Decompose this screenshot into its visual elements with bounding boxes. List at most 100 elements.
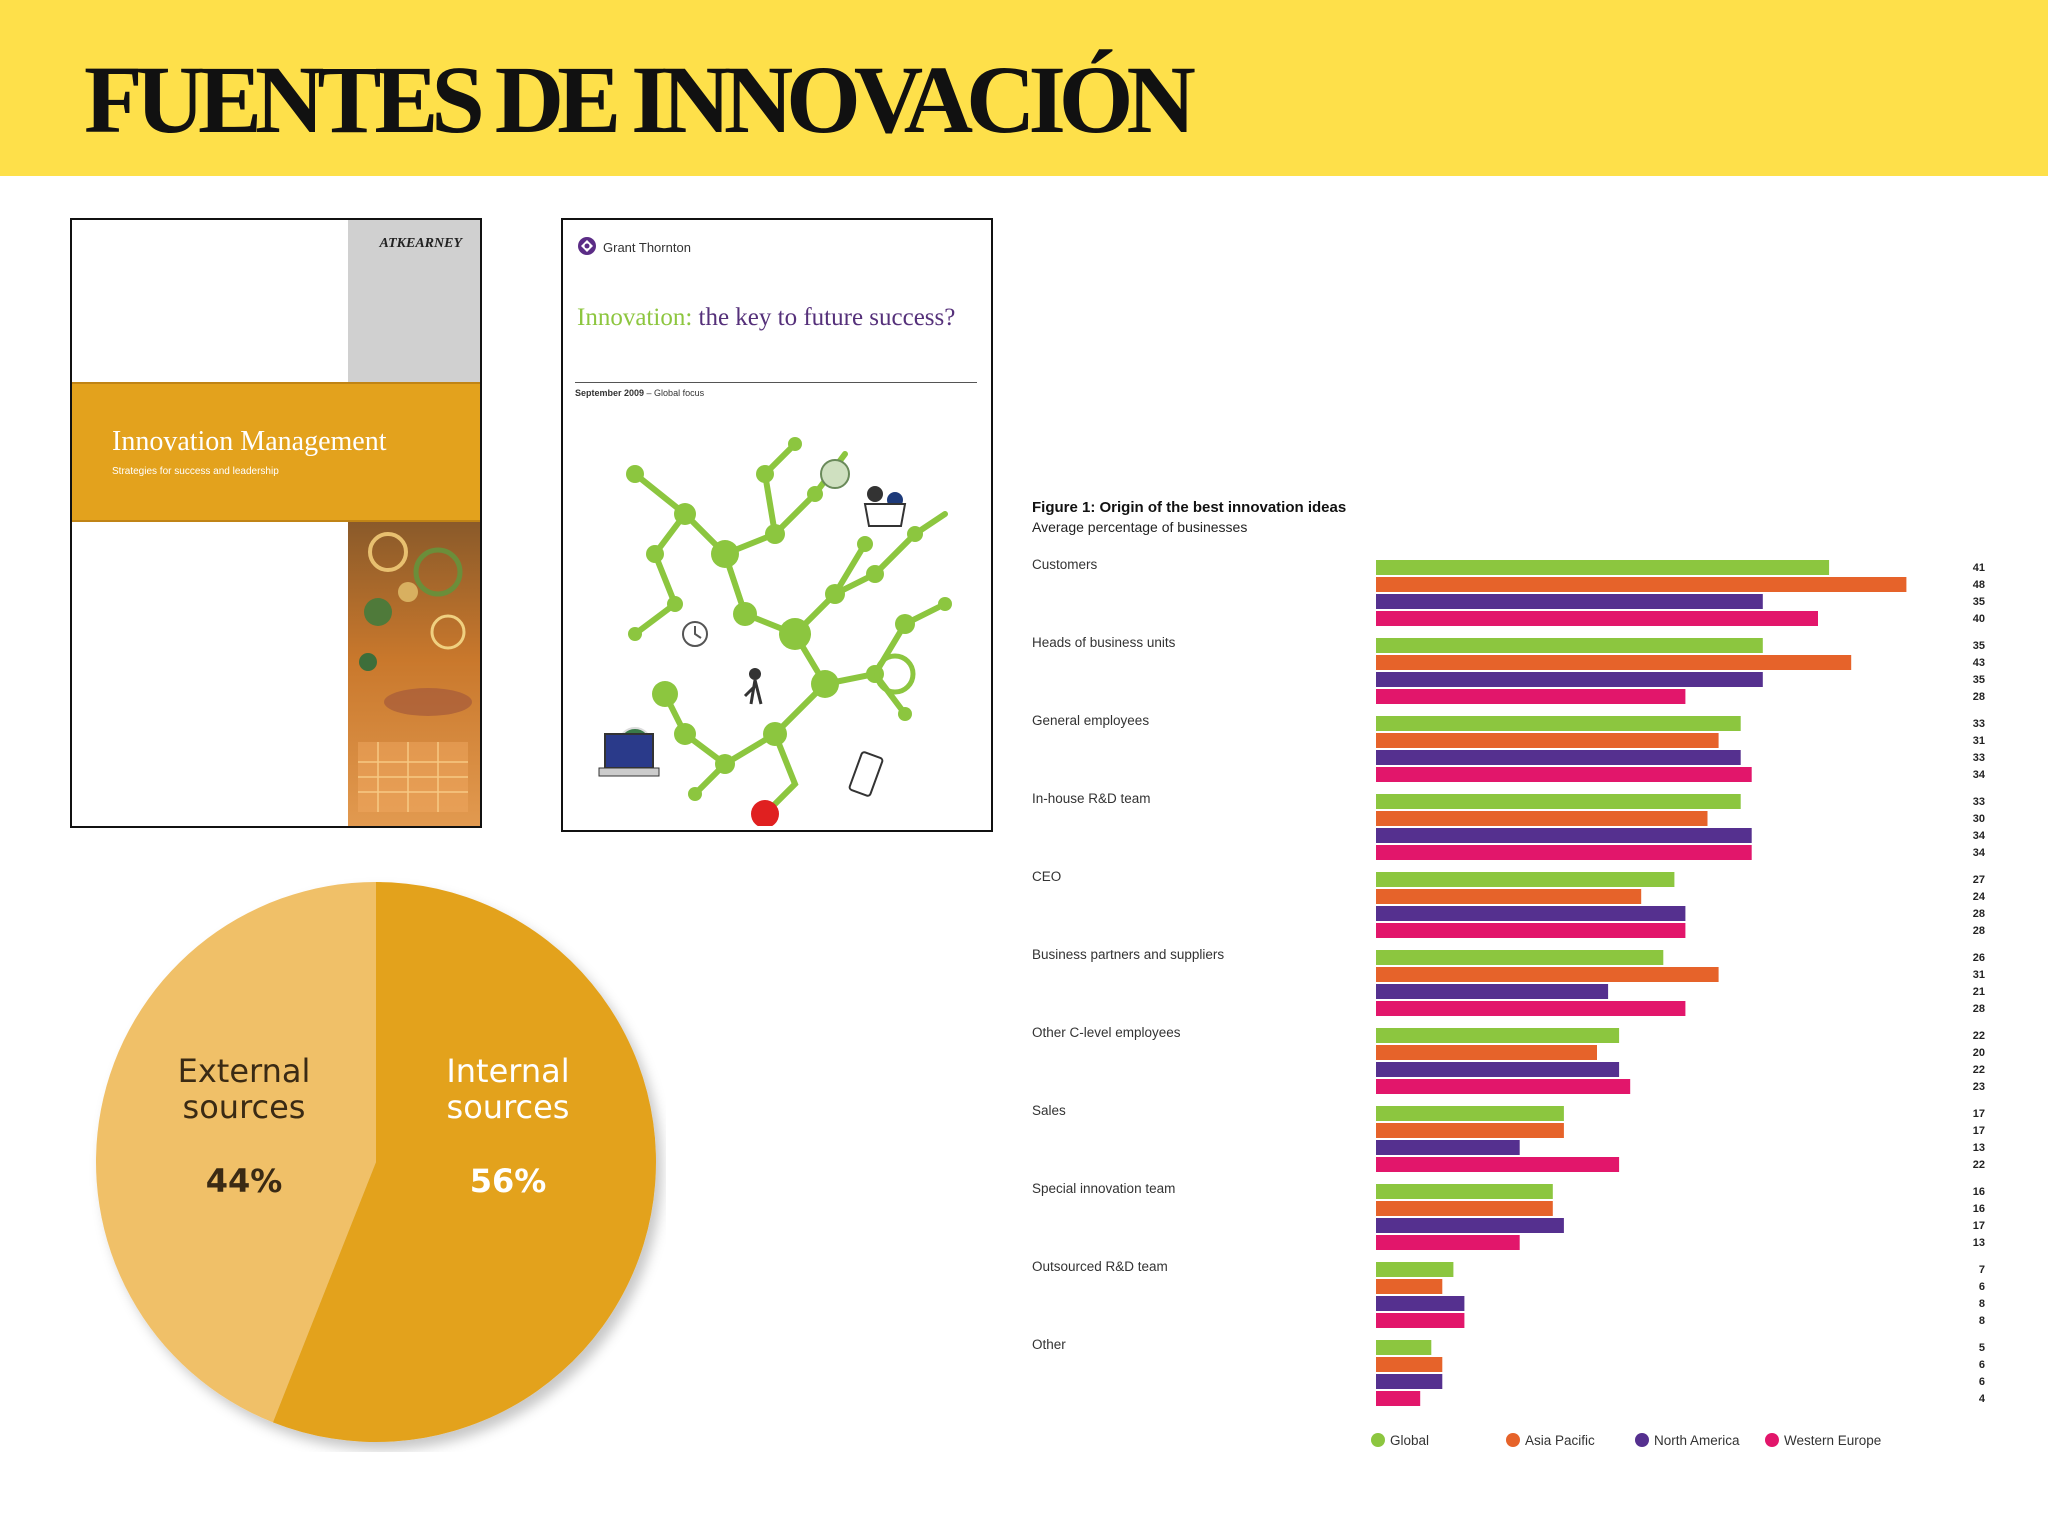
bar-other-c-level-employees-asia-pacific: [1376, 1045, 1597, 1060]
bar-special-innovation-team-asia-pacific: [1376, 1201, 1553, 1216]
atkearney-report-cover: ATKEARNEY Innovation Management Strategi…: [70, 218, 482, 828]
legend-label-western-europe: Western Europe: [1784, 1433, 1881, 1448]
value-label-in-house-randd-team-north-america: 34: [1973, 830, 1986, 842]
bar-in-house-randd-team-north-america: [1376, 828, 1752, 843]
bar-ceo-north-america: [1376, 906, 1686, 921]
pie-value-internal-sources: 56%: [470, 1162, 547, 1200]
value-label-special-innovation-team-global: 16: [1973, 1186, 1985, 1198]
cover-date-bold: September 2009: [575, 388, 645, 398]
value-label-other-western-europe: 4: [1979, 1393, 1986, 1405]
value-label-ceo-north-america: 28: [1973, 908, 1985, 920]
bar-other-western-europe: [1376, 1391, 1421, 1406]
cover-title: Innovation: the key to future success?: [577, 304, 955, 332]
bar-special-innovation-team-global: [1376, 1184, 1553, 1199]
value-label-heads-of-business-units-global: 35: [1973, 640, 1985, 652]
value-label-ceo-western-europe: 28: [1973, 925, 1985, 937]
value-label-heads-of-business-units-north-america: 35: [1973, 674, 1985, 686]
value-label-general-employees-asia-pacific: 31: [1973, 735, 1985, 747]
chart-title: Figure 1: Origin of the best innovation …: [1032, 499, 1346, 516]
value-label-in-house-randd-team-global: 33: [1973, 796, 1985, 808]
bar-business-partners-and-suppliers-north-america: [1376, 984, 1609, 999]
value-label-in-house-randd-team-asia-pacific: 30: [1973, 813, 1985, 825]
bar-heads-of-business-units-asia-pacific: [1376, 655, 1852, 670]
legend-label-asia-pacific: Asia Pacific: [1525, 1433, 1595, 1448]
category-label-heads-of-business-units: Heads of business units: [1032, 635, 1176, 650]
value-label-outsourced-randd-team-western-europe: 8: [1979, 1315, 1985, 1327]
category-label-customers: Customers: [1032, 557, 1098, 572]
bar-customers-north-america: [1376, 594, 1763, 609]
cover-title-band: Innovation Management Strategies for suc…: [72, 382, 480, 522]
bar-special-innovation-team-western-europe: [1376, 1235, 1520, 1250]
category-label-other-c-level-employees: Other C-level employees: [1032, 1025, 1181, 1040]
value-label-sales-global: 17: [1973, 1108, 1985, 1120]
bar-outsourced-randd-team-global: [1376, 1262, 1454, 1277]
bar-in-house-randd-team-western-europe: [1376, 845, 1752, 860]
bar-heads-of-business-units-global: [1376, 638, 1763, 653]
bar-sales-global: [1376, 1106, 1564, 1121]
value-label-ceo-asia-pacific: 24: [1973, 891, 1986, 903]
pie-label-external-sources-1: External: [178, 1052, 311, 1090]
legend-swatch-western-europe: [1765, 1433, 1779, 1447]
title-banner: FUENTES DE INNOVACIÓN: [0, 0, 2048, 176]
bar-sales-western-europe: [1376, 1157, 1620, 1172]
value-label-general-employees-western-europe: 34: [1973, 769, 1986, 781]
bar-other-north-america: [1376, 1374, 1443, 1389]
molecule-network-illustration: [598, 437, 952, 826]
bar-customers-asia-pacific: [1376, 577, 1907, 592]
legend-swatch-north-america: [1635, 1433, 1649, 1447]
grant-thornton-report-cover: Grant Thornton Innovation: the key to fu…: [561, 218, 993, 832]
bar-general-employees-global: [1376, 716, 1741, 731]
pie-slice-internal-sources: [272, 882, 656, 1442]
bar-business-partners-and-suppliers-global: [1376, 950, 1664, 965]
cover-date-suffix: – Global focus: [644, 388, 705, 398]
value-label-customers-western-europe: 40: [1973, 613, 1985, 625]
bar-outsourced-randd-team-western-europe: [1376, 1313, 1465, 1328]
bar-chart-innovation-origins: Figure 1: Origin of the best innovation …: [1032, 499, 1986, 1448]
bar-heads-of-business-units-north-america: [1376, 672, 1763, 687]
value-label-special-innovation-team-north-america: 17: [1973, 1220, 1985, 1232]
bar-in-house-randd-team-asia-pacific: [1376, 811, 1708, 826]
value-label-ceo-global: 27: [1973, 874, 1985, 886]
grant-thornton-logo: Grant Thornton: [603, 240, 691, 255]
value-label-sales-asia-pacific: 17: [1973, 1125, 1985, 1137]
value-label-other-asia-pacific: 6: [1979, 1359, 1985, 1371]
category-label-sales: Sales: [1032, 1103, 1066, 1118]
bar-sales-north-america: [1376, 1140, 1520, 1155]
chart-subtitle: Average percentage of businesses: [1032, 519, 1247, 535]
bar-business-partners-and-suppliers-western-europe: [1376, 1001, 1686, 1016]
legend-swatch-asia-pacific: [1506, 1433, 1520, 1447]
value-label-business-partners-and-suppliers-north-america: 21: [1973, 986, 1985, 998]
bar-outsourced-randd-team-north-america: [1376, 1296, 1465, 1311]
bar-ceo-asia-pacific: [1376, 889, 1642, 904]
cover-divider: [575, 382, 977, 383]
category-label-outsourced-randd-team: Outsourced R&D team: [1032, 1259, 1168, 1274]
category-label-business-partners-and-suppliers: Business partners and suppliers: [1032, 947, 1224, 962]
bar-other-c-level-employees-western-europe: [1376, 1079, 1631, 1094]
bar-special-innovation-team-north-america: [1376, 1218, 1564, 1233]
value-label-business-partners-and-suppliers-asia-pacific: 31: [1973, 969, 1985, 981]
cover-subtitle: Strategies for success and leadership: [112, 466, 279, 477]
cover-title-rest: the key to future success?: [692, 304, 956, 331]
value-label-customers-global: 41: [1973, 562, 1985, 574]
value-label-sales-western-europe: 22: [1973, 1159, 1985, 1171]
value-label-other-north-america: 6: [1979, 1376, 1985, 1388]
value-label-business-partners-and-suppliers-global: 26: [1973, 952, 1985, 964]
category-label-other: Other: [1032, 1337, 1066, 1352]
value-label-other-c-level-employees-global: 22: [1973, 1030, 1985, 1042]
bar-in-house-randd-team-global: [1376, 794, 1741, 809]
bar-other-asia-pacific: [1376, 1357, 1443, 1372]
grant-thornton-logo-icon: [578, 237, 596, 255]
legend-swatch-global: [1371, 1433, 1385, 1447]
bar-heads-of-business-units-western-europe: [1376, 689, 1686, 704]
category-label-general-employees: General employees: [1032, 713, 1149, 728]
value-label-general-employees-global: 33: [1973, 718, 1985, 730]
atkearney-logo: ATKEARNEY: [379, 236, 462, 251]
value-label-customers-north-america: 35: [1973, 596, 1985, 608]
bar-general-employees-asia-pacific: [1376, 733, 1719, 748]
bar-general-employees-north-america: [1376, 750, 1741, 765]
bar-other-c-level-employees-global: [1376, 1028, 1620, 1043]
pie-label-internal-sources-2: sources: [447, 1088, 570, 1126]
pie-label-internal-sources-1: Internal: [446, 1052, 569, 1090]
slide-title: FUENTES DE INNOVACIÓN: [84, 46, 1196, 153]
